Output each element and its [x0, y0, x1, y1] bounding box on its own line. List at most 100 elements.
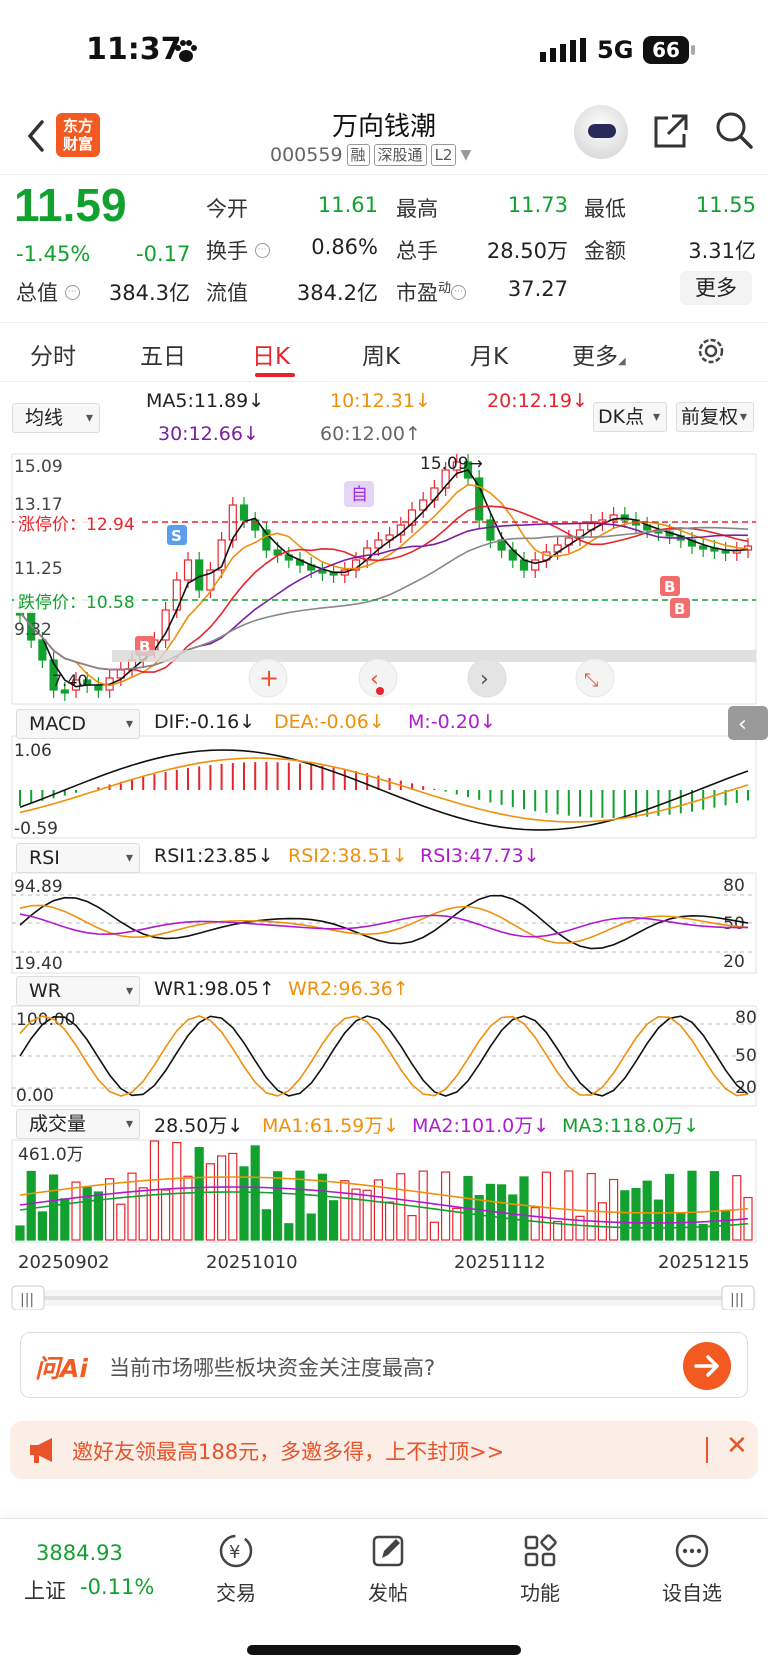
scroll-left-button[interactable]: ‹ [358, 658, 398, 698]
turnover-label: 换手 ··· [206, 235, 270, 265]
macd-m-legend: M:-0.20↓ [408, 711, 496, 733]
candle [486, 519, 495, 541]
volume-bar [329, 1200, 339, 1241]
volume-bar [340, 1180, 350, 1241]
svg-text:B: B [674, 600, 685, 618]
scroll-right-button[interactable]: › [467, 658, 507, 698]
index-name[interactable]: 上证 [24, 1579, 66, 1603]
limit-up-label: 涨停价：12.94 [18, 515, 135, 535]
sell-signal-marker[interactable]: S [167, 525, 187, 545]
tab-more[interactable]: 更多◢ [572, 344, 626, 370]
volume-series [15, 1140, 753, 1241]
range-handle-left[interactable]: ||| [11, 1285, 45, 1310]
candle [217, 539, 226, 571]
candle [699, 545, 708, 550]
fullscreen-icon[interactable]: ⤡ [575, 658, 615, 698]
dk-point-button[interactable]: DK点 [593, 402, 667, 432]
candle [161, 609, 170, 641]
volume-bar [295, 1170, 305, 1241]
ma30-legend: 30:12.66↓ [158, 423, 259, 445]
indicator-select-wr[interactable]: WR [16, 976, 140, 1006]
volume-bar [474, 1195, 484, 1241]
wr2-legend: WR2:96.36↑ [288, 978, 409, 1000]
open-label: 今开 [206, 197, 248, 221]
candle [195, 559, 204, 591]
nav-trade[interactable]: ¥ 交易 [186, 1531, 286, 1606]
nav-functions[interactable]: 功能 [490, 1531, 590, 1606]
tab-five-day[interactable]: 五日 [140, 344, 186, 370]
info-icon[interactable]: ··· [451, 285, 467, 300]
candle [609, 514, 618, 521]
indicator-select-volume[interactable]: 成交量 [16, 1109, 140, 1139]
volume-bar [116, 1203, 126, 1241]
volume-bar [317, 1173, 327, 1241]
volume-bar [620, 1190, 630, 1241]
mktcap-label: 总值 ··· [16, 277, 80, 307]
indicator-select-macd[interactable]: MACD [16, 709, 140, 739]
volume-bar [709, 1171, 720, 1241]
volume-bar [15, 1225, 25, 1241]
ma60-legend: 60:12.00↑ [320, 423, 421, 445]
buy-signal-marker[interactable]: B [660, 576, 680, 596]
ai-question-text[interactable]: 当前市场哪些板块资金关注度最高? [109, 1356, 436, 1380]
buy-signal-marker[interactable]: B [670, 598, 690, 618]
more-button[interactable]: 更多 [680, 271, 752, 305]
candle [262, 529, 271, 551]
nav-functions-label: 功能 [520, 1581, 560, 1605]
adjust-mode-button[interactable]: 前复权 [676, 402, 754, 432]
arrow-right-icon[interactable] [683, 1342, 731, 1390]
volume-bar [93, 1191, 104, 1241]
nav-post[interactable]: 发帖 [338, 1531, 438, 1606]
kline-chart[interactable]: 涨停价：12.94 跌停价：10.58 15.09 13.17 11.25 9.… [0, 450, 768, 1310]
volume-bar [519, 1176, 529, 1241]
low-label: 最低 [584, 197, 626, 221]
x-date-label: 20251112 [454, 1252, 546, 1273]
index-value[interactable]: 3884.93 [36, 1541, 123, 1565]
candle [239, 504, 249, 521]
range-handle-right[interactable]: ||| [721, 1285, 755, 1310]
candle [452, 461, 461, 471]
volume-bar [452, 1207, 462, 1241]
rsi2-legend: RSI2:38.51↓ [288, 845, 408, 867]
search-icon[interactable] [714, 110, 754, 150]
indicator-select-ma[interactable]: 均线 [12, 403, 100, 433]
tab-monthly-k[interactable]: 月K [470, 344, 509, 370]
tab-weekly-k[interactable]: 周K [362, 344, 401, 370]
volume-ma1-legend: MA1:61.59万↓ [262, 1115, 400, 1137]
volume-bar [586, 1172, 596, 1241]
tab-daily-k[interactable]: 日K [252, 344, 291, 370]
zoom-in-button[interactable]: + [248, 658, 288, 698]
candle [183, 559, 193, 581]
indicator-select-rsi[interactable]: RSI [16, 843, 140, 873]
trade-icon: ¥ [219, 1534, 253, 1568]
ai-question-box[interactable]: 问Ai 当前市场哪些板块资金关注度最高? [20, 1332, 748, 1398]
info-icon[interactable]: ··· [64, 285, 80, 300]
status-bar: 11:37 5G 66 [0, 0, 768, 100]
tab-intraday[interactable]: 分时 [30, 344, 76, 370]
volume-bar [541, 1171, 552, 1241]
rsi3-legend: RSI3:47.73↓ [420, 845, 540, 867]
high-label: 最高 [396, 197, 438, 221]
back-icon[interactable] [22, 116, 52, 156]
volume-bar [396, 1173, 406, 1241]
info-icon[interactable]: ··· [254, 243, 270, 258]
share-icon[interactable] [652, 112, 690, 150]
candle [620, 514, 629, 521]
stock-code-row[interactable]: 000559 融 深股通 L2 ▼ [270, 144, 471, 166]
nav-add-watchlist[interactable]: 设自选 [642, 1531, 742, 1606]
promo-banner[interactable]: 邀好友领最高188元，多邀多得，上不封顶>> ✕ [10, 1421, 758, 1479]
collapse-panel-button[interactable]: ‹ [728, 706, 768, 740]
index-change[interactable]: -0.11% [80, 1575, 155, 1599]
candle [251, 519, 260, 531]
current-price: 11.59 [14, 179, 127, 231]
period-tabs: 分时 五日 日K 周K 月K 更多◢ [0, 322, 768, 382]
wr-y-bottom: 0.00 [16, 1086, 54, 1106]
close-icon[interactable]: ✕ [726, 1431, 748, 1461]
gear-icon[interactable] [695, 335, 727, 367]
promo-text[interactable]: 邀好友领最高188元，多邀多得，上不封顶>> [72, 1440, 505, 1464]
volume-bar [552, 1220, 563, 1241]
bottom-nav: 3884.93 上证 -0.11% ¥ 交易 发帖 功能 设自选 [0, 1518, 768, 1665]
svg-text:‹: ‹ [738, 712, 747, 737]
rsi-line [19, 913, 749, 938]
float-label: 流值 [206, 281, 248, 305]
